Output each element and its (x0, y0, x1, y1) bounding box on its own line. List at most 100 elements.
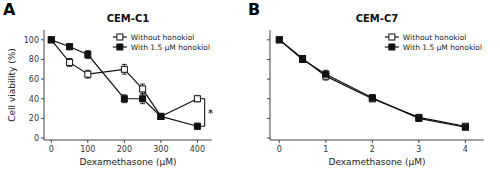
panel-label: A (3, 0, 16, 19)
data-point (300, 55, 306, 61)
error-bar (140, 84, 145, 94)
x-tick (465, 140, 466, 143)
x-axis-line (270, 140, 484, 141)
y-tick-label: 60 (29, 75, 39, 84)
x-axis-label: Dexamethasone (μM) (79, 157, 176, 167)
y-tick-label: 0 (34, 134, 39, 143)
chart-figure: 0100200300400020406080100Dexamethasone (… (0, 0, 500, 175)
legend-label: Without honokiol (403, 33, 466, 42)
y-axis-line (44, 30, 45, 140)
data-point (276, 37, 282, 43)
legend-marker (389, 34, 395, 40)
x-tick-label: 400 (190, 145, 205, 154)
error-bar (85, 51, 90, 59)
data-point (158, 113, 164, 119)
data-point (369, 96, 375, 102)
data-point (300, 56, 306, 62)
data-point (121, 96, 127, 102)
significance-bracket (201, 99, 205, 127)
data-point (323, 71, 329, 77)
x-axis-label: Dexamethasone (μM) (328, 157, 425, 167)
y-tick-label: 100 (24, 36, 39, 45)
series-line (279, 40, 465, 127)
y-tick (41, 138, 44, 139)
data-point (140, 96, 146, 102)
x-tick (51, 140, 52, 143)
error-bar (67, 58, 72, 66)
y-tick (267, 59, 270, 60)
x-tick-label: 2 (370, 145, 375, 154)
chart-title: CEM-C7 (356, 13, 399, 24)
y-tick (267, 98, 270, 99)
y-tick-label: 40 (29, 95, 39, 104)
legend-marker (117, 34, 123, 40)
data-point (194, 96, 200, 102)
y-tick (267, 138, 270, 139)
data-point (276, 37, 282, 43)
data-point (194, 123, 200, 129)
data-point (48, 37, 54, 43)
x-tick-label: 100 (80, 145, 95, 154)
x-axis-line (44, 140, 212, 141)
error-bar (140, 94, 145, 104)
data-point (416, 114, 422, 120)
error-bar (323, 70, 328, 78)
y-tick (41, 79, 44, 80)
data-point (416, 115, 422, 121)
y-axis-line (270, 30, 271, 140)
error-bar (122, 95, 127, 103)
series-line (279, 40, 465, 126)
x-tick-label: 4 (463, 145, 468, 154)
x-tick-label: 1 (323, 145, 328, 154)
error-bar (195, 96, 200, 102)
error-bar (416, 115, 421, 121)
panel: 01234Dexamethasone (μM)CEM-C7BWithout ho… (248, 0, 484, 167)
legend: Without honokiolWith 1.5 μM honokiol (385, 33, 482, 52)
legend: Without honokiolWith 1.5 μM honokiol (113, 33, 210, 52)
y-tick (267, 118, 270, 119)
x-tick (372, 140, 373, 143)
error-bar (158, 113, 163, 119)
y-tick (267, 39, 270, 40)
x-tick-label: 3 (416, 145, 421, 154)
panel: 0 100 200 300 400 0 20 40 60 80 100 Dexamethasone (… (3, 0, 214, 167)
error-bar (300, 57, 305, 63)
data-point (462, 123, 468, 129)
error-bar (370, 95, 375, 101)
x-tick (325, 140, 326, 143)
y-tick-label: 20 (29, 114, 39, 123)
error-bar (85, 70, 90, 78)
data-point (48, 37, 54, 43)
legend-label: Without honokiol (131, 33, 194, 42)
x-tick (160, 140, 161, 143)
y-tick (41, 59, 44, 60)
y-tick (41, 98, 44, 99)
legend-marker (389, 44, 395, 50)
x-tick-label: 0 (277, 145, 282, 154)
y-tick (41, 39, 44, 40)
data-point (67, 59, 73, 65)
data-point (158, 113, 164, 119)
chart-title: CEM-C1 (107, 13, 150, 24)
data-point (369, 95, 375, 101)
legend-label: With 1.5 μM honokiol (131, 43, 210, 52)
series-line (51, 40, 197, 126)
x-tick (197, 140, 198, 143)
y-tick (41, 118, 44, 119)
x-tick-label: 200 (117, 145, 132, 154)
data-point (85, 52, 91, 58)
y-tick-label: 80 (29, 55, 39, 64)
error-bar (67, 44, 72, 50)
legend-label: With 1.5 μM honokiol (403, 43, 482, 52)
x-tick-label: 300 (153, 145, 168, 154)
x-tick (87, 140, 88, 143)
error-bar (195, 123, 200, 129)
data-point (67, 44, 73, 50)
y-axis-label: Cell viability (%) (7, 48, 17, 122)
y-tick (267, 79, 270, 80)
x-tick (124, 140, 125, 143)
error-bar (158, 113, 163, 119)
legend-marker (117, 44, 123, 50)
data-point (85, 71, 91, 77)
x-tick-label: 0 (49, 145, 54, 154)
